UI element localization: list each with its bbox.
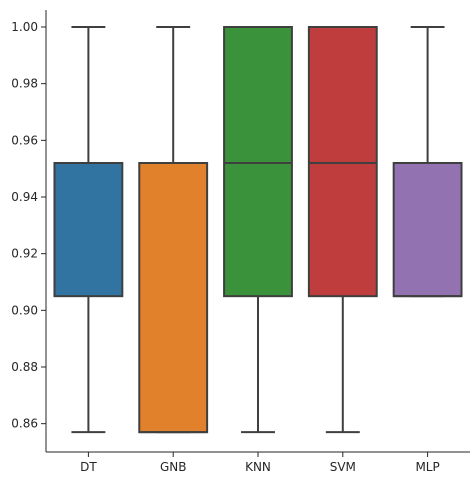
box-knn xyxy=(223,26,293,298)
box-group-gnb xyxy=(138,26,209,434)
y-tick-label: 0.92 xyxy=(11,247,38,261)
y-tick-label: 0.98 xyxy=(11,77,38,91)
box-svm xyxy=(307,26,378,298)
x-tick-label: MLP xyxy=(415,460,439,474)
y-tick-label: 0.88 xyxy=(11,360,38,374)
box-mlp xyxy=(392,162,463,298)
y-tick-label: 0.94 xyxy=(11,190,38,204)
y-tick-label: 0.90 xyxy=(11,303,38,317)
boxes-layer xyxy=(53,26,463,434)
box-dt xyxy=(53,162,124,298)
x-tick-label: DT xyxy=(80,460,97,474)
box-group-knn xyxy=(223,26,293,434)
box-group-dt xyxy=(53,26,124,434)
box-group-svm xyxy=(307,26,378,434)
box-group-mlp xyxy=(392,26,463,298)
box-gnb xyxy=(138,162,209,434)
x-tick-label: SVM xyxy=(330,460,356,474)
tick-labels: 0.86 0.88 0.90 0.92 0.94 0.96 0.98 1.00 DT GNB KNN… xyxy=(11,20,439,474)
x-tick-label: KNN xyxy=(245,460,271,474)
axes xyxy=(41,10,470,457)
y-tick-label: 0.86 xyxy=(11,417,38,431)
y-tick-label: 0.96 xyxy=(11,133,38,147)
y-tick-label: 1.00 xyxy=(11,20,38,34)
x-tick-label: GNB xyxy=(160,460,187,474)
